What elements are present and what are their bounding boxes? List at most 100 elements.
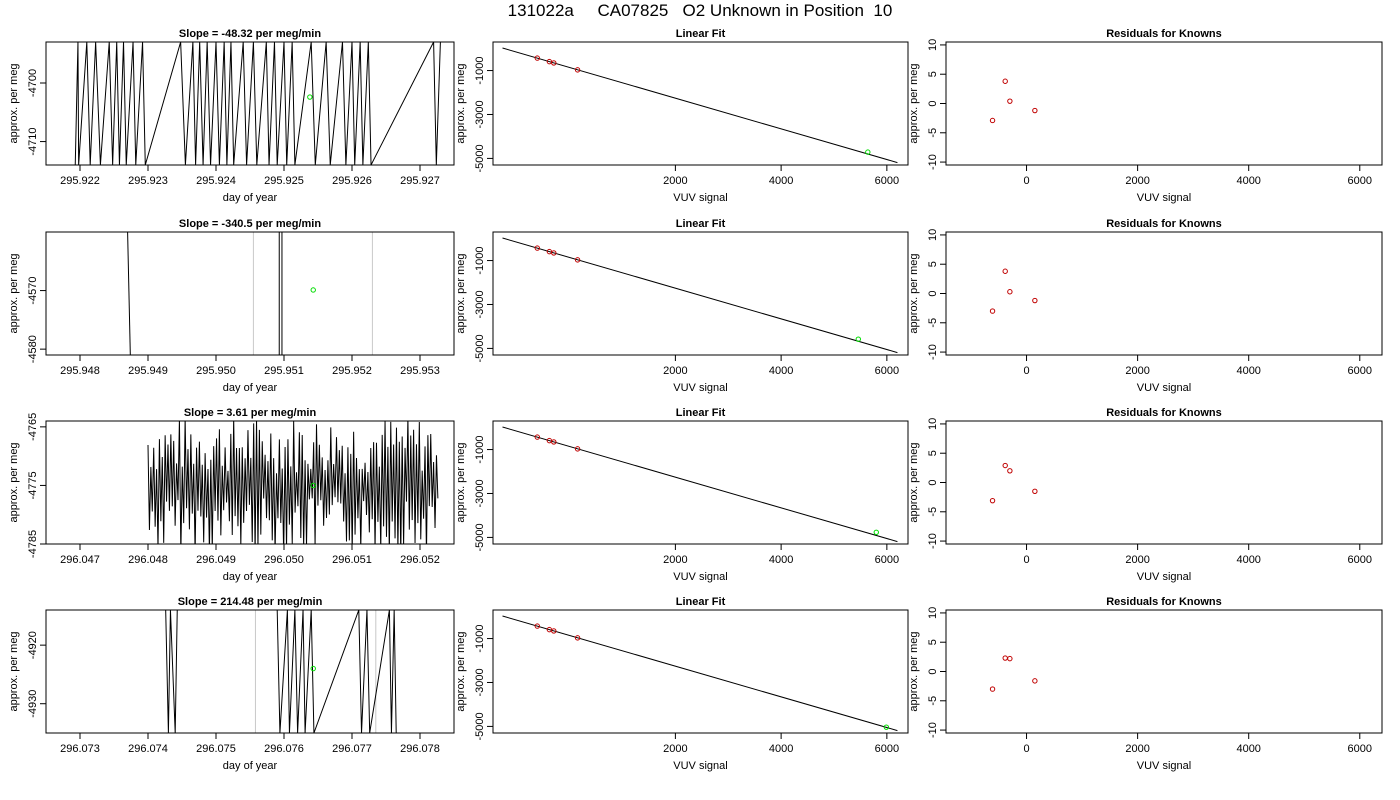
x-tick-label: 295.951 bbox=[264, 365, 304, 377]
plot-frame bbox=[945, 41, 1383, 166]
plot-area bbox=[502, 237, 898, 354]
y-axis-label: approx. per meg bbox=[908, 442, 920, 522]
x-tick-label: 296.051 bbox=[332, 554, 372, 566]
known-point bbox=[574, 635, 581, 641]
signal-trace bbox=[147, 421, 439, 544]
x-tick-label: 2000 bbox=[1125, 365, 1149, 377]
y-tick-label: -10 bbox=[927, 344, 939, 360]
panel-residuals-row-2: Residuals for Knowns 0 2000 4000 6000 -10 -5 0 5… bbox=[908, 218, 1383, 394]
y-tick-label: 0 bbox=[927, 100, 939, 106]
unknown-point bbox=[865, 149, 871, 155]
x-tick-label: 296.076 bbox=[264, 743, 304, 755]
x-tick-label: 296.073 bbox=[60, 743, 100, 755]
x-tick-label: 2000 bbox=[663, 175, 687, 187]
residual-point bbox=[1002, 78, 1008, 84]
y-tick-label: -1000 bbox=[474, 246, 486, 274]
known-point bbox=[534, 55, 541, 61]
known-point bbox=[574, 67, 581, 73]
x-tick-label: 295.926 bbox=[332, 175, 372, 187]
plot-area bbox=[989, 268, 1038, 314]
y-tick-label: -1000 bbox=[474, 56, 486, 84]
residual-point bbox=[1007, 468, 1013, 474]
y-tick-label: -5 bbox=[927, 507, 939, 517]
y-tick-label: -4775 bbox=[27, 471, 39, 499]
y-tick-label: -3000 bbox=[474, 668, 486, 696]
panel-title: Linear Fit bbox=[676, 28, 726, 40]
y-tick-label: 10 bbox=[927, 607, 939, 619]
unknown-point bbox=[310, 665, 316, 672]
plot-frame bbox=[945, 231, 1383, 356]
plot-area bbox=[502, 426, 898, 543]
residual-point bbox=[989, 308, 996, 314]
signal-trace bbox=[74, 42, 441, 165]
x-tick-label: 296.047 bbox=[60, 554, 100, 566]
x-tick-label: 4000 bbox=[1236, 175, 1260, 187]
x-tick-label: 0 bbox=[1023, 175, 1029, 187]
plot-area bbox=[989, 462, 1038, 504]
panel-title: Linear Fit bbox=[676, 596, 726, 608]
x-axis-label: day of year bbox=[223, 382, 278, 394]
x-axis-label: VUV signal bbox=[1137, 382, 1191, 394]
x-axis-label: VUV signal bbox=[673, 382, 727, 394]
plot-area bbox=[989, 655, 1038, 692]
panel-title: Slope = -340.5 per meg/min bbox=[179, 218, 321, 230]
plot-frame bbox=[45, 609, 455, 734]
y-tick-label: -5000 bbox=[474, 523, 486, 551]
fit-line bbox=[502, 426, 898, 543]
x-tick-label: 296.074 bbox=[128, 743, 168, 755]
plot-area bbox=[989, 78, 1038, 124]
y-tick-label: 5 bbox=[927, 639, 939, 645]
panel-time-row-3: Slope = 3.61 per meg/min 296.047 296.048 29… bbox=[8, 407, 455, 583]
known-point bbox=[551, 250, 557, 256]
x-tick-label: 296.049 bbox=[196, 554, 236, 566]
x-tick-label: 295.950 bbox=[196, 365, 236, 377]
x-axis-label: day of year bbox=[223, 192, 278, 204]
x-axis-label: VUV signal bbox=[673, 760, 727, 772]
panel-residuals-row-3: Residuals for Knowns 0 2000 4000 6000 -10 -5 0 5… bbox=[908, 407, 1383, 583]
panel-time-row-1: Slope = -48.32 per meg/min 295.922 295.923… bbox=[8, 28, 455, 204]
x-tick-label: 4000 bbox=[1236, 554, 1260, 566]
x-tick-label: 295.924 bbox=[196, 175, 236, 187]
y-tick-label: 5 bbox=[927, 71, 939, 77]
plot-area bbox=[127, 232, 373, 355]
y-tick-label: -5 bbox=[927, 128, 939, 138]
known-point bbox=[534, 623, 541, 629]
y-tick-label: -4580 bbox=[27, 335, 39, 363]
x-tick-label: 2000 bbox=[663, 365, 687, 377]
y-tick-label: -10 bbox=[927, 533, 939, 549]
plot-area bbox=[502, 615, 898, 732]
panel-title: Residuals for Knowns bbox=[1106, 596, 1222, 608]
residual-point bbox=[989, 686, 996, 692]
y-axis-label: approx. per meg bbox=[8, 442, 20, 522]
x-tick-label: 6000 bbox=[875, 175, 899, 187]
signal-trace-2 bbox=[278, 232, 283, 355]
plot-frame bbox=[945, 420, 1383, 545]
x-tick-label: 295.952 bbox=[332, 365, 372, 377]
residual-point bbox=[1007, 655, 1013, 662]
signal-trace bbox=[127, 232, 131, 355]
plot-frame bbox=[492, 231, 909, 356]
x-tick-label: 295.922 bbox=[60, 175, 100, 187]
fit-line bbox=[502, 237, 898, 354]
plot-area bbox=[502, 47, 898, 164]
panel-title: Residuals for Knowns bbox=[1106, 407, 1222, 419]
x-tick-label: 2000 bbox=[1125, 175, 1149, 187]
panel-title: Linear Fit bbox=[676, 407, 726, 419]
x-tick-label: 4000 bbox=[769, 554, 793, 566]
y-tick-label: -10 bbox=[927, 154, 939, 170]
fit-line bbox=[502, 615, 898, 732]
panel-title: Residuals for Knowns bbox=[1106, 218, 1222, 230]
y-tick-label: -3000 bbox=[474, 290, 486, 318]
residual-point bbox=[1002, 655, 1008, 661]
y-tick-label: -5000 bbox=[474, 144, 486, 172]
y-axis-label: approx. per meg bbox=[455, 631, 467, 711]
known-point bbox=[574, 446, 581, 452]
plot-frame bbox=[492, 420, 909, 545]
known-point bbox=[574, 257, 581, 263]
residual-point bbox=[989, 497, 996, 504]
plot-frame bbox=[45, 41, 455, 166]
y-tick-label: -5000 bbox=[474, 334, 486, 362]
residual-point bbox=[1002, 268, 1008, 274]
y-tick-label: -4700 bbox=[27, 69, 39, 97]
